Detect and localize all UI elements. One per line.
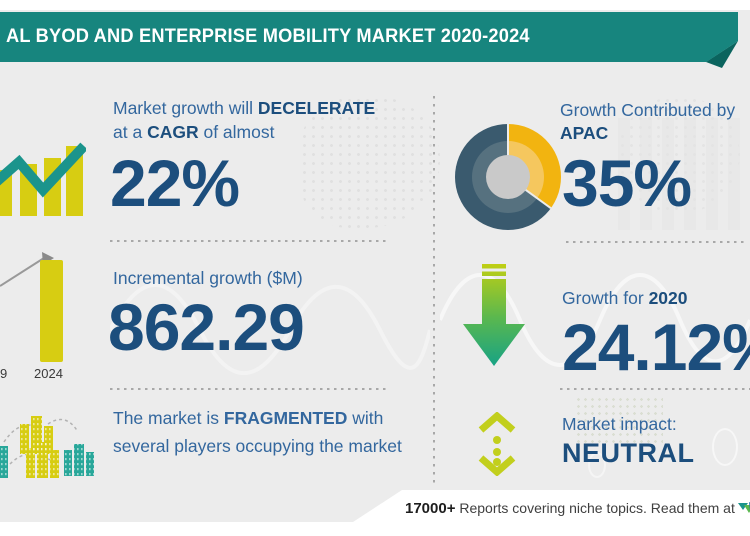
donut-slice-gap xyxy=(507,124,509,177)
dashed-divider xyxy=(110,240,386,242)
growth-2020-text: Growth for xyxy=(562,288,649,308)
vertical-dashed-divider xyxy=(433,96,435,488)
apac-label-line2: APAC xyxy=(560,123,609,143)
incremental-growth-value: 862.29 xyxy=(108,290,305,364)
dashed-divider xyxy=(560,388,750,390)
year-label-start: 9 xyxy=(0,366,8,381)
donut-center xyxy=(486,155,530,199)
dashed-divider xyxy=(110,388,386,390)
fragmented-text-rest: with several players occupying the marke… xyxy=(113,408,402,456)
apac-value: 35% xyxy=(562,146,692,220)
market-impact-value: NEUTRAL xyxy=(562,438,695,468)
fragmented-statement: The market is FRAGMENTED with several pl… xyxy=(113,404,421,460)
incremental-growth-label: Incremental growth ($M) xyxy=(113,268,303,288)
market-growth-chart-icon xyxy=(0,142,86,216)
cagr-text-decelerate: DECELERATE xyxy=(257,98,376,118)
cagr-text-normal: Market growth will xyxy=(113,98,258,118)
title-banner xyxy=(0,12,738,62)
cagr-text-post: of almost xyxy=(198,122,275,142)
background-circle xyxy=(712,428,738,466)
report-count: 17000+ xyxy=(405,500,456,517)
growth-2020-value: 24.12% xyxy=(562,310,750,384)
apac-donut-chart xyxy=(455,124,561,230)
cagr-text-bold: CAGR xyxy=(147,122,199,142)
banner-fold-corner xyxy=(706,41,738,68)
growth-2020-year: 2020 xyxy=(648,288,688,308)
page-title: AL BYOD AND ENTERPRISE MOBILITY MARKET 2… xyxy=(6,26,530,47)
background-dot-grid xyxy=(575,396,663,446)
background-bar-pattern xyxy=(618,118,742,230)
growth-2020-label: Growth for 2020 xyxy=(562,288,688,309)
background-dot-map xyxy=(300,96,440,228)
down-arrow-icon xyxy=(463,264,525,366)
incremental-growth-bar-icon xyxy=(0,252,63,362)
cagr-headline-line2: at a CAGR of almost xyxy=(113,122,274,143)
neutral-impact-icon xyxy=(478,412,516,476)
cagr-text-pre: at a xyxy=(113,122,148,142)
cagr-value: 22% xyxy=(110,146,240,220)
background-circle xyxy=(588,452,606,478)
year-label-end: 2024 xyxy=(34,366,63,381)
footer-text: 17000+ Reports covering niche topics. Re… xyxy=(405,500,735,517)
dashed-divider xyxy=(566,241,748,243)
fragmented-text-pre: The market is xyxy=(113,408,224,428)
market-impact-label: Market impact: xyxy=(562,414,677,434)
fragmented-text-bold: FRAGMENTED xyxy=(223,408,348,428)
apac-label-line1: Growth Contributed by xyxy=(560,100,736,120)
background-wave-line xyxy=(110,283,430,375)
cagr-headline-line1: Market growth will DECELERATE xyxy=(113,98,375,119)
background-dot-pattern xyxy=(618,96,740,214)
footer-message: Reports covering niche topics. Read them… xyxy=(455,500,735,516)
fragmented-market-buildings-icon xyxy=(0,416,94,478)
brand-logo-icon xyxy=(738,502,750,513)
